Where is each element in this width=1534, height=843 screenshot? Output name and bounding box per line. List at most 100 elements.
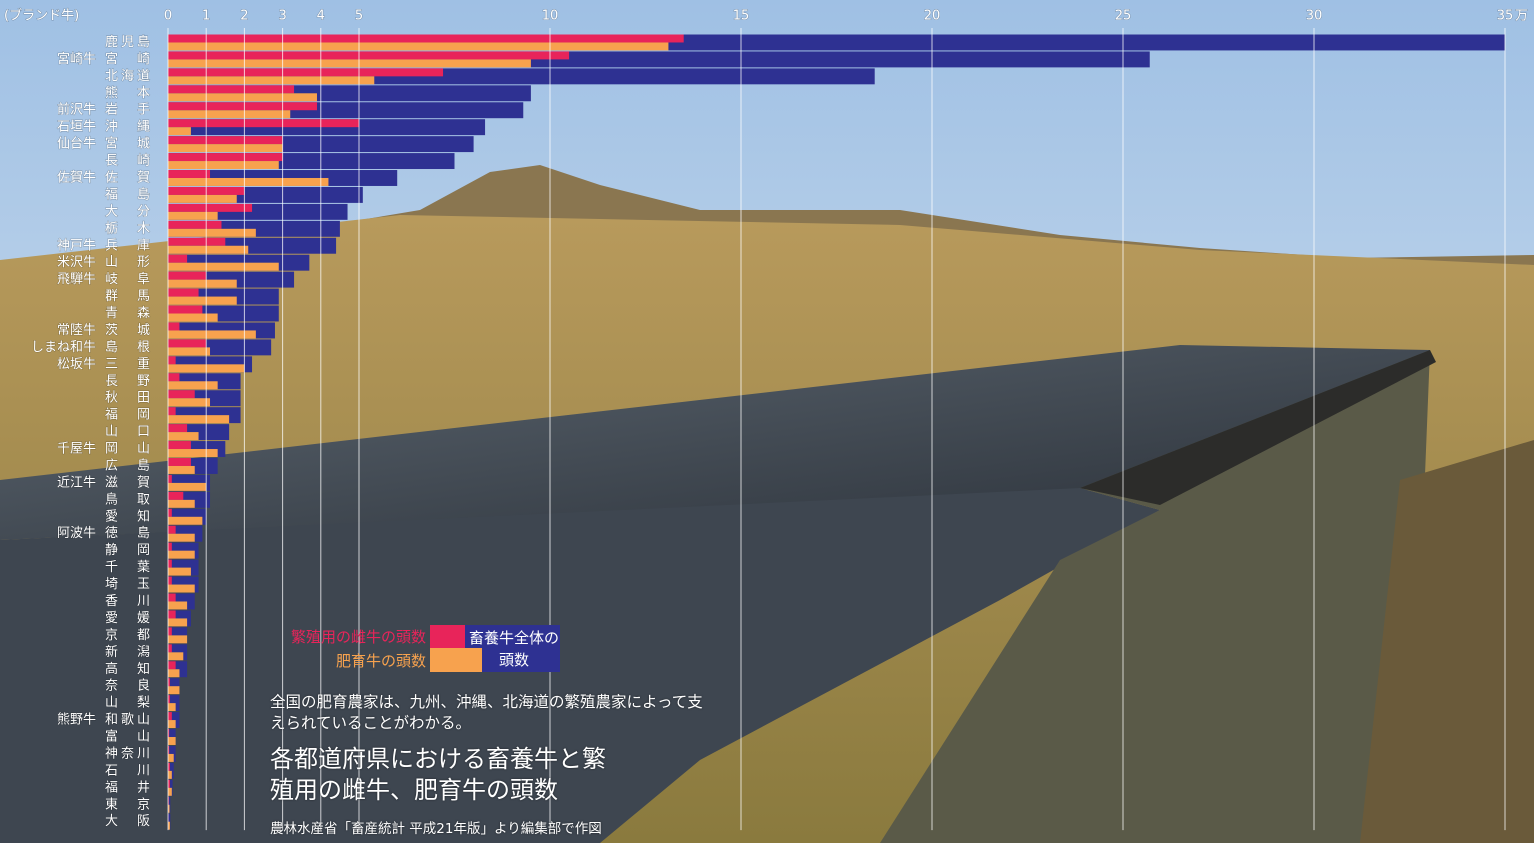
bar-breeding bbox=[168, 305, 203, 314]
category-label: 山口 bbox=[105, 425, 150, 440]
category-label: 北海道 bbox=[105, 69, 150, 84]
category-label: 大阪 bbox=[105, 814, 150, 829]
bar-breeding bbox=[168, 644, 172, 653]
category-label: 新潟 bbox=[105, 644, 150, 660]
brand-label: 神戸牛 bbox=[57, 238, 96, 253]
bar-breeding bbox=[168, 322, 180, 331]
category-label: 広島 bbox=[105, 458, 150, 473]
category-label: 埼玉 bbox=[105, 577, 150, 592]
bar-breeding bbox=[168, 51, 570, 60]
bar-fattening bbox=[168, 228, 256, 237]
category-label: 島根 bbox=[105, 340, 150, 355]
bar-fattening bbox=[168, 804, 170, 813]
bar-fattening bbox=[168, 618, 188, 627]
x-tick-label: 10 bbox=[542, 9, 559, 24]
bar-fattening bbox=[168, 432, 199, 441]
bar-breeding bbox=[168, 136, 283, 145]
bar-breeding bbox=[168, 424, 188, 433]
category-label: 大分 bbox=[105, 204, 150, 219]
bar-breeding bbox=[168, 119, 359, 128]
bar-fattening bbox=[168, 347, 211, 356]
bar-fattening bbox=[168, 279, 237, 288]
x-unit: 万 bbox=[1515, 9, 1528, 24]
brand-label: 阿波牛 bbox=[57, 526, 96, 541]
bar-breeding bbox=[168, 525, 176, 534]
bar-fattening bbox=[168, 42, 669, 51]
bar-total bbox=[168, 678, 180, 695]
bar-breeding bbox=[168, 407, 176, 416]
x-tick-label: 25 bbox=[1115, 9, 1132, 24]
bar-breeding bbox=[168, 593, 176, 602]
brand-label: 佐賀牛 bbox=[57, 170, 96, 185]
bar-breeding bbox=[168, 474, 172, 483]
bar-breeding bbox=[168, 576, 172, 585]
bar-fattening bbox=[168, 211, 218, 220]
category-label: 高知 bbox=[105, 661, 150, 677]
bar-breeding bbox=[168, 271, 207, 280]
category-label: 徳島 bbox=[105, 526, 150, 541]
bar-breeding bbox=[168, 220, 222, 229]
bar-fattening bbox=[168, 686, 180, 695]
brand-label: 熊野牛 bbox=[57, 712, 96, 728]
bar-total bbox=[168, 745, 176, 762]
category-label: 神奈川 bbox=[105, 746, 150, 761]
bar-total bbox=[168, 712, 180, 729]
bar-fattening bbox=[168, 381, 218, 390]
bar-breeding bbox=[168, 356, 176, 365]
legend-label: 肥育牛の頭数 bbox=[335, 652, 426, 670]
brand-label: しまね和牛 bbox=[31, 340, 96, 355]
legend-swatch bbox=[430, 648, 482, 672]
source: 農林水産省「畜産統計 平成21年版」より編集部で作図 bbox=[270, 821, 602, 837]
bar-fattening bbox=[168, 59, 531, 68]
brand-label: 前沢牛 bbox=[57, 102, 96, 118]
category-label: 秋田 bbox=[105, 391, 150, 406]
bar-fattening bbox=[168, 296, 237, 305]
bar-breeding bbox=[168, 678, 170, 687]
category-label: 千葉 bbox=[105, 560, 150, 575]
legend: 畜養牛全体の頭数 繁殖用の雌牛の頭数 肥育牛の頭数 bbox=[291, 625, 560, 672]
brand-label: 近江牛 bbox=[57, 475, 96, 490]
category-label: 山梨 bbox=[105, 696, 150, 711]
bar-breeding bbox=[168, 68, 444, 77]
brand-label: 松坂牛 bbox=[57, 357, 96, 372]
bar-breeding bbox=[168, 661, 176, 670]
bar-breeding bbox=[168, 559, 172, 568]
legend-swatch bbox=[430, 625, 465, 648]
x-tick-label: 1 bbox=[202, 9, 210, 24]
x-tick-label: 15 bbox=[733, 9, 750, 24]
bar-breeding bbox=[168, 508, 172, 517]
bar-breeding bbox=[168, 339, 207, 348]
bar-breeding bbox=[168, 237, 226, 246]
bar-fattening bbox=[168, 245, 249, 254]
bar-fattening bbox=[168, 770, 172, 779]
bar-fattening bbox=[168, 144, 283, 153]
brand-label: 常陸牛 bbox=[57, 322, 96, 338]
category-label: 沖縄 bbox=[105, 120, 150, 135]
category-label: 長崎 bbox=[105, 154, 150, 169]
category-label: 山形 bbox=[105, 255, 150, 270]
bar-breeding bbox=[168, 254, 188, 263]
x-tick-label: 0 bbox=[164, 9, 172, 24]
legend-label: 繁殖用の雌牛の頭数 bbox=[290, 628, 426, 646]
bar-breeding bbox=[168, 390, 195, 399]
category-label: 愛媛 bbox=[105, 611, 150, 626]
x-tick-label: 3 bbox=[278, 9, 286, 24]
bar-fattening bbox=[168, 161, 279, 170]
category-label: 和歌山 bbox=[105, 713, 150, 728]
category-label: 三重 bbox=[105, 356, 150, 372]
category-label: 静岡 bbox=[105, 543, 150, 558]
category-label: 東京 bbox=[105, 796, 150, 812]
grid bbox=[167, 28, 1506, 831]
bar-fattening bbox=[168, 449, 218, 457]
category-label: 茨城 bbox=[105, 323, 150, 338]
brand-label: 米沢牛 bbox=[57, 255, 96, 270]
x-tick-label: 2 bbox=[240, 9, 248, 24]
category-label: 石川 bbox=[105, 763, 150, 778]
bar-fattening bbox=[168, 567, 191, 576]
bar-fattening bbox=[168, 194, 237, 203]
bar-fattening bbox=[168, 482, 207, 491]
bar-fattening bbox=[168, 533, 195, 542]
category-label: 福島 bbox=[105, 187, 150, 202]
category-label: 群馬 bbox=[105, 289, 150, 304]
